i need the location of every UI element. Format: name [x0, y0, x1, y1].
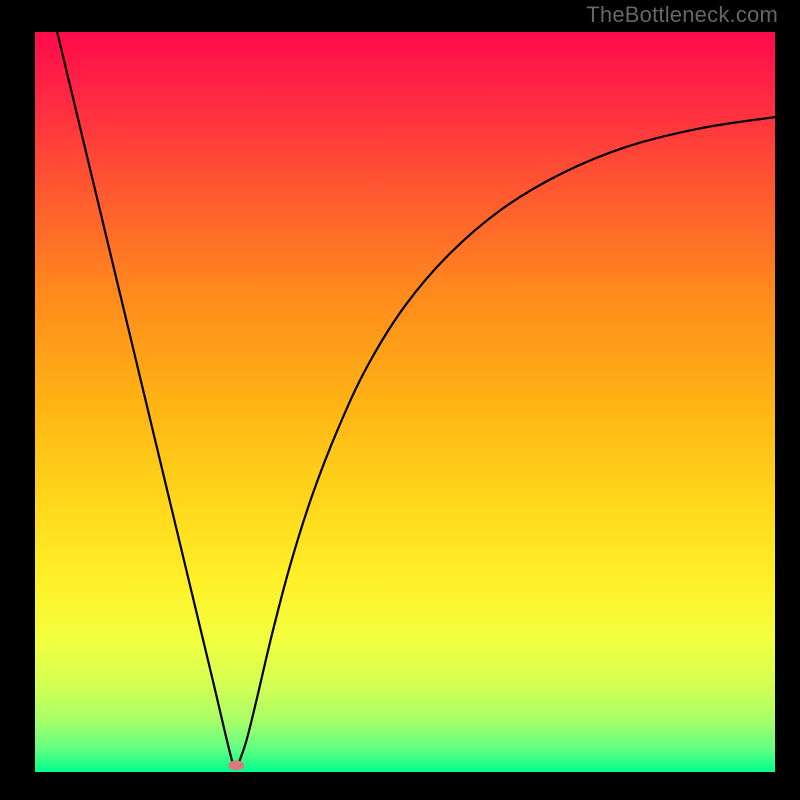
vertex-marker — [228, 760, 244, 770]
watermark-text: TheBottleneck.com — [586, 2, 778, 28]
chart-plot-area — [35, 32, 775, 772]
chart-curve-svg — [35, 32, 775, 772]
curve-right-branch — [236, 117, 775, 769]
curve-left-branch — [57, 32, 236, 769]
